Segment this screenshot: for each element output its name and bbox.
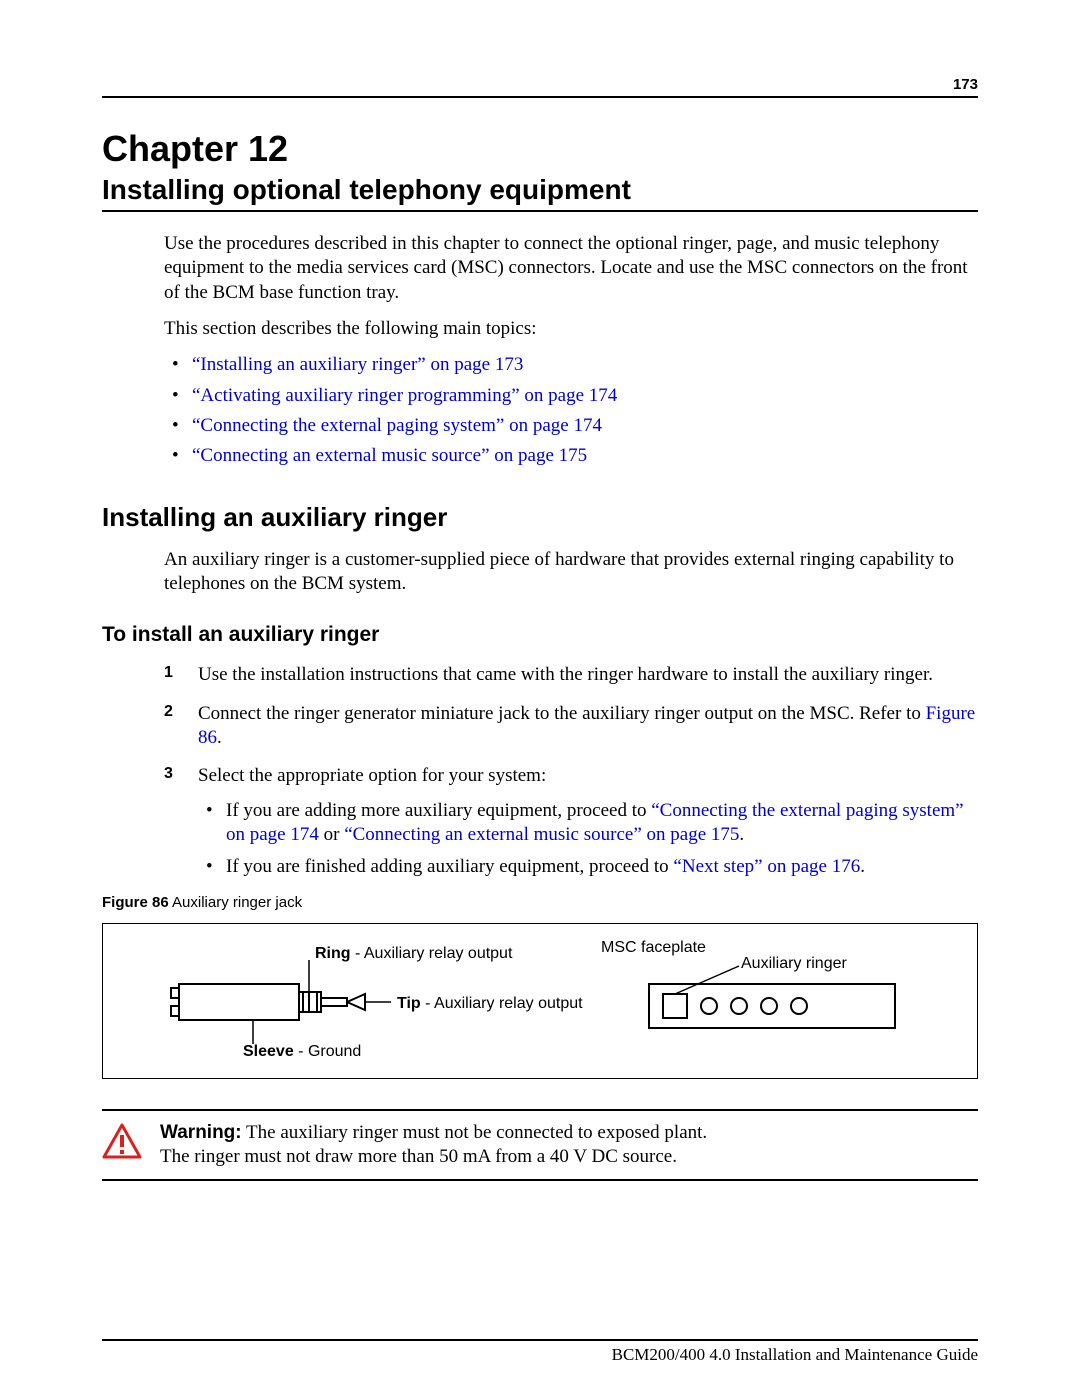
substep-text-part: or	[319, 824, 344, 845]
substep-text-part: .	[860, 856, 865, 877]
subsection-heading: To install an auxiliary ringer	[102, 622, 978, 649]
substep-item: If you are finished adding auxiliary equ…	[198, 855, 978, 879]
intro-paragraph-1: Use the procedures described in this cha…	[164, 232, 978, 305]
bottom-rule	[102, 1339, 978, 1341]
warning-line-1: The auxiliary ringer must not be connect…	[242, 1122, 708, 1143]
figure-label-bold: Sleeve	[243, 1043, 294, 1060]
step-text-part: Connect the ringer generator miniature j…	[198, 703, 926, 724]
topic-item: “Connecting an external music source” on…	[164, 444, 978, 468]
topic-list: “Installing an auxiliary ringer” on page…	[164, 353, 978, 468]
warning-box: Warning: The auxiliary ringer must not b…	[102, 1109, 978, 1182]
topic-link[interactable]: “Activating auxiliary ringer programming…	[192, 385, 617, 406]
figure-label-bold: Ring	[315, 945, 351, 962]
figure-label-text: - Auxiliary relay output	[351, 945, 513, 962]
substep-text-part: .	[739, 824, 744, 845]
warning-line-2: The ringer must not draw more than 50 mA…	[160, 1146, 677, 1167]
figure-caption: Figure 86 Auxiliary ringer jack	[102, 893, 978, 912]
figure-label-text: - Ground	[294, 1043, 362, 1060]
step-list: 1 Use the installation instructions that…	[164, 663, 978, 879]
step-item: 3 Select the appropriate option for your…	[164, 764, 978, 879]
step-item: 1 Use the installation instructions that…	[164, 663, 978, 687]
figure-label-text: - Auxiliary relay output	[421, 995, 583, 1012]
figure-label-msc: MSC faceplate	[601, 938, 706, 958]
substep-item: If you are adding more auxiliary equipme…	[198, 799, 978, 848]
figure-86: Ring - Auxiliary relay output Tip - Auxi…	[102, 923, 978, 1079]
topic-item: “Activating auxiliary ringer programming…	[164, 384, 978, 408]
chapter-title: Installing optional telephony equipment	[102, 174, 631, 206]
step-text: Select the appropriate option for your s…	[198, 765, 546, 786]
page-number: 173	[953, 76, 978, 93]
substep-text-part: If you are finished adding auxiliary equ…	[226, 856, 673, 877]
figure-caption-number: Figure 86	[102, 894, 169, 911]
topic-item: “Installing an auxiliary ringer” on page…	[164, 353, 978, 377]
substep-list: If you are adding more auxiliary equipme…	[198, 799, 978, 880]
topic-link[interactable]: “Connecting the external paging system” …	[192, 415, 602, 436]
step-number: 3	[164, 764, 173, 784]
step-item: 2 Connect the ringer generator miniature…	[164, 702, 978, 751]
section-body: An auxiliary ringer is a customer-suppli…	[164, 548, 978, 597]
figure-label-tip: Tip - Auxiliary relay output	[397, 994, 583, 1014]
body-content: Use the procedures described in this cha…	[164, 232, 978, 1207]
figure-label-sleeve: Sleeve - Ground	[243, 1042, 361, 1062]
intro-paragraph-2: This section describes the following mai…	[164, 317, 978, 341]
step-number: 2	[164, 702, 173, 722]
xref-link[interactable]: “Next step” on page 176	[673, 856, 860, 877]
chapter-label: Chapter 12	[102, 128, 288, 170]
warning-label: Warning:	[160, 1122, 242, 1143]
footer-text: BCM200/400 4.0 Installation and Maintena…	[612, 1345, 978, 1365]
topic-link[interactable]: “Connecting an external music source” on…	[192, 445, 587, 466]
step-number: 1	[164, 663, 173, 683]
figure-label-ring: Ring - Auxiliary relay output	[315, 944, 512, 964]
warning-icon	[102, 1123, 142, 1166]
section-heading: Installing an auxiliary ringer	[102, 501, 978, 534]
substep-text-part: If you are adding more auxiliary equipme…	[226, 800, 651, 821]
step-text-part: .	[217, 727, 222, 748]
topic-link[interactable]: “Installing an auxiliary ringer” on page…	[192, 354, 523, 375]
top-rule	[102, 96, 978, 98]
warning-text: Warning: The auxiliary ringer must not b…	[160, 1121, 707, 1170]
figure-caption-title: Auxiliary ringer jack	[169, 894, 302, 911]
step-text: Use the installation instructions that c…	[198, 664, 933, 685]
figure-label-aux: Auxiliary ringer	[741, 954, 847, 974]
title-rule	[102, 210, 978, 212]
figure-label-bold: Tip	[397, 995, 421, 1012]
topic-item: “Connecting the external paging system” …	[164, 414, 978, 438]
document-page: 173 Chapter 12 Installing optional telep…	[0, 0, 1080, 1397]
xref-link[interactable]: “Connecting an external music source” on…	[344, 824, 739, 845]
